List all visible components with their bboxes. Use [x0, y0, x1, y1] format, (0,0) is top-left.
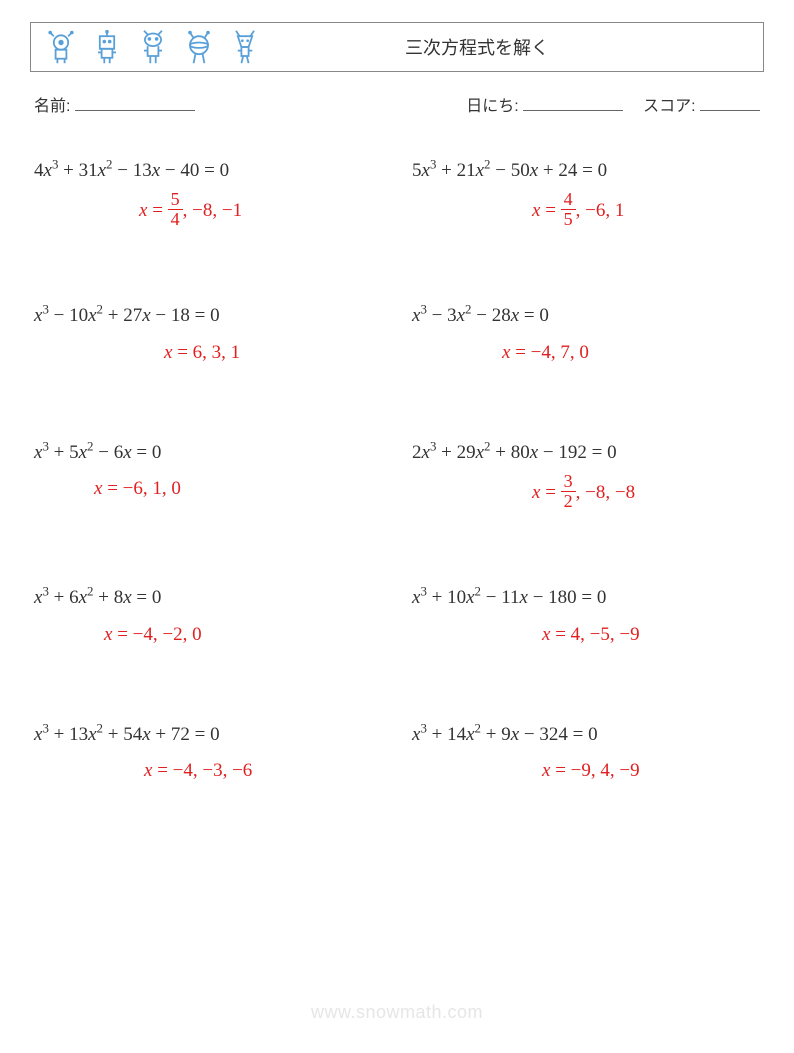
problem-1: 4x3 + 31x2 − 13x − 40 = 0 x = 54, −8, −1: [34, 156, 382, 231]
equation: 4x3 + 31x2 − 13x − 40 = 0: [34, 156, 382, 186]
problem-6: 2x3 + 29x2 + 80x − 192 = 0 x = 32, −8, −8: [412, 438, 760, 513]
problem-10: x3 + 14x2 + 9x − 324 = 0 x = −9, 4, −9: [412, 720, 760, 787]
problem-9: x3 + 13x2 + 54x + 72 = 0 x = −4, −3, −6: [34, 720, 382, 787]
robot-icon-3: [135, 29, 171, 65]
meta-row: 名前: 日にち: スコア:: [30, 92, 764, 116]
equation: x3 + 13x2 + 54x + 72 = 0: [34, 720, 382, 750]
equation: x3 + 6x2 + 8x = 0: [34, 583, 382, 613]
problems-grid: 4x3 + 31x2 − 13x − 40 = 0 x = 54, −8, −1 5…: [30, 146, 764, 797]
equation: x3 − 3x2 − 28x = 0: [412, 301, 760, 331]
name-blank[interactable]: [75, 95, 195, 111]
problem-3: x3 − 10x2 + 27x − 18 = 0 x = 6, 3, 1: [34, 301, 382, 368]
problem-7: x3 + 6x2 + 8x = 0 x = −4, −2, 0: [34, 583, 382, 650]
equation: x3 − 10x2 + 27x − 18 = 0: [34, 301, 382, 331]
watermark: www.snowmath.com: [0, 1002, 794, 1023]
equation: x3 + 10x2 − 11x − 180 = 0: [412, 583, 760, 613]
answer: x = 4, −5, −9: [412, 620, 760, 650]
problem-2: 5x3 + 21x2 − 50x + 24 = 0 x = 45, −6, 1: [412, 156, 760, 231]
date-blank[interactable]: [523, 95, 623, 111]
equation: x3 + 5x2 − 6x = 0: [34, 438, 382, 468]
header-box: 三次方程式を解く: [30, 22, 764, 72]
score-label: スコア:: [643, 98, 695, 115]
equation: 5x3 + 21x2 − 50x + 24 = 0: [412, 156, 760, 186]
answer: x = 45, −6, 1: [412, 192, 760, 231]
robot-icon-2: [89, 29, 125, 65]
robot-icon-4: [181, 29, 217, 65]
problem-4: x3 − 3x2 − 28x = 0 x = −4, 7, 0: [412, 301, 760, 368]
equation: 2x3 + 29x2 + 80x − 192 = 0: [412, 438, 760, 468]
score-blank[interactable]: [700, 95, 760, 111]
name-label: 名前:: [34, 98, 70, 115]
date-label: 日にち:: [466, 98, 518, 115]
answer: x = 32, −8, −8: [412, 474, 760, 513]
problem-5: x3 + 5x2 − 6x = 0 x = −6, 1, 0: [34, 438, 382, 513]
header-icons: [43, 29, 263, 65]
robot-icon-1: [43, 29, 79, 65]
answer: x = −4, −2, 0: [34, 620, 382, 650]
answer: x = −9, 4, −9: [412, 756, 760, 786]
worksheet-title: 三次方程式を解く: [263, 34, 751, 60]
problem-8: x3 + 10x2 − 11x − 180 = 0 x = 4, −5, −9: [412, 583, 760, 650]
answer: x = −4, −3, −6: [34, 756, 382, 786]
answer: x = 54, −8, −1: [34, 192, 382, 231]
equation: x3 + 14x2 + 9x − 324 = 0: [412, 720, 760, 750]
answer: x = 6, 3, 1: [34, 338, 382, 368]
answer: x = −4, 7, 0: [412, 338, 760, 368]
robot-icon-5: [227, 29, 263, 65]
answer: x = −6, 1, 0: [34, 474, 382, 504]
